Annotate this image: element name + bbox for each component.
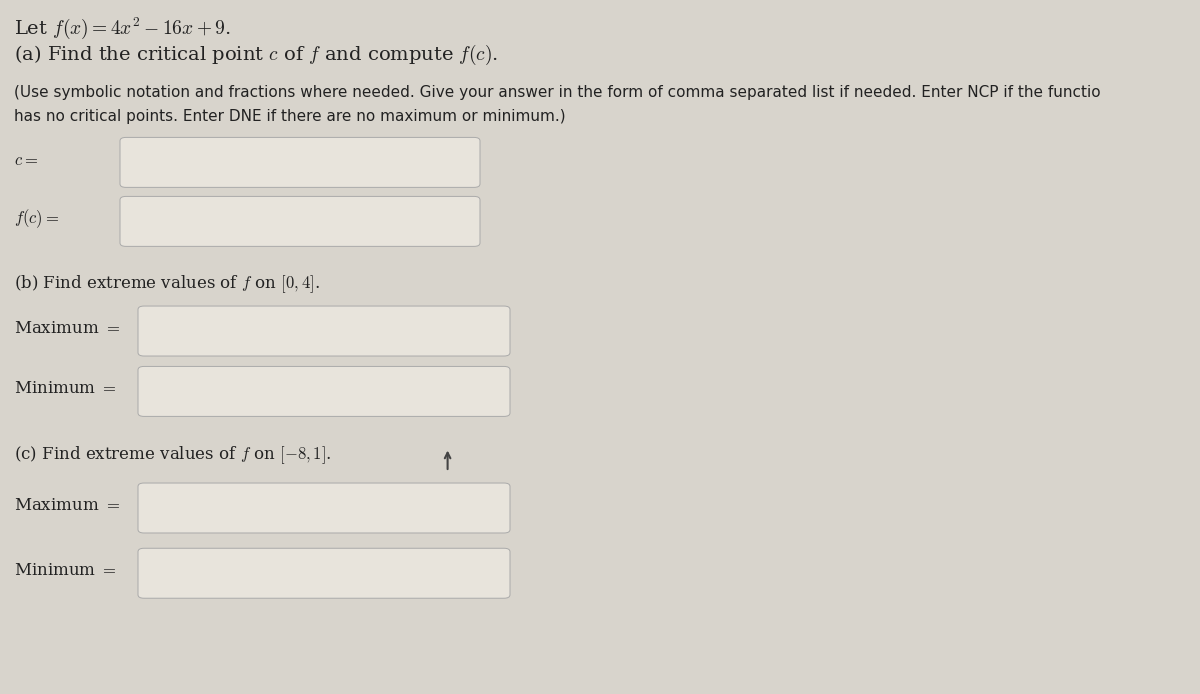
FancyBboxPatch shape — [138, 483, 510, 533]
Text: (b) Find extreme values of $f$ on $[0, 4]$.: (b) Find extreme values of $f$ on $[0, 4… — [14, 273, 320, 295]
FancyBboxPatch shape — [138, 306, 510, 356]
Text: Minimum $=$: Minimum $=$ — [14, 562, 118, 579]
FancyBboxPatch shape — [138, 548, 510, 598]
Text: Minimum $=$: Minimum $=$ — [14, 380, 118, 397]
Text: $f(c) =$: $f(c) =$ — [14, 208, 60, 230]
Text: (a) Find the critical point $c$ of $f$ and compute $f(c)$.: (a) Find the critical point $c$ of $f$ a… — [14, 43, 499, 67]
Text: Maximum $=$: Maximum $=$ — [14, 497, 120, 514]
Text: (c) Find extreme values of $f$ on $[-8, 1]$.: (c) Find extreme values of $f$ on $[-8, … — [14, 444, 332, 466]
FancyBboxPatch shape — [120, 196, 480, 246]
Text: has no critical points. Enter DNE if there are no maximum or minimum.): has no critical points. Enter DNE if the… — [14, 109, 566, 124]
Text: Maximum $=$: Maximum $=$ — [14, 320, 120, 337]
FancyBboxPatch shape — [120, 137, 480, 187]
Text: Let $f(x) = 4x^2 - 16x + 9$.: Let $f(x) = 4x^2 - 16x + 9$. — [14, 15, 232, 41]
Text: (Use symbolic notation and fractions where needed. Give your answer in the form : (Use symbolic notation and fractions whe… — [14, 85, 1102, 100]
Text: $c =$: $c =$ — [14, 151, 38, 169]
FancyBboxPatch shape — [138, 366, 510, 416]
